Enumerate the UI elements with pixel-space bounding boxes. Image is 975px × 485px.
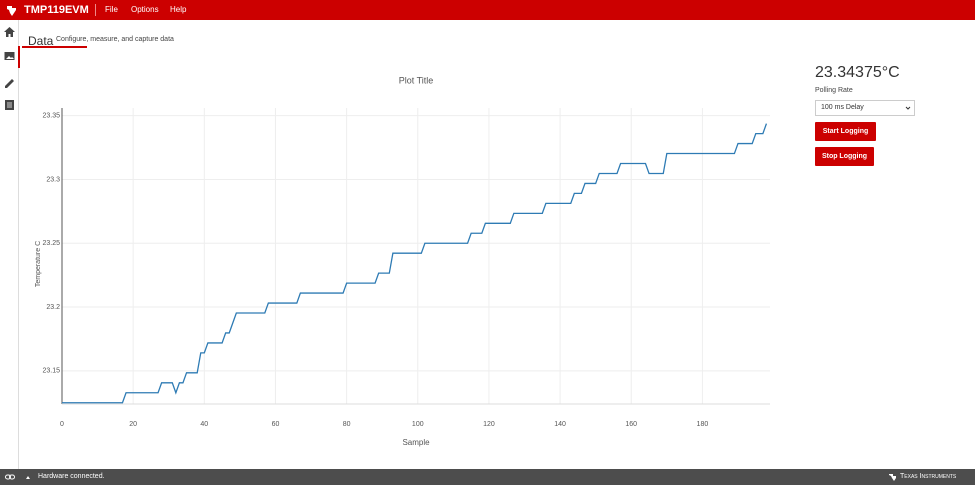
y-tick-label: 23.2 <box>46 304 60 311</box>
menu-item[interactable]: Options <box>131 5 159 14</box>
sidebar-border <box>18 20 19 469</box>
chevron <box>905 106 911 110</box>
y-tick-label: 23.25 <box>42 240 60 247</box>
menu-item[interactable]: Help <box>170 5 187 14</box>
x-tick-label: 0 <box>60 421 64 428</box>
y-tick-label: 23.15 <box>42 368 60 375</box>
x-tick-label: 120 <box>483 421 495 428</box>
x-axis-label: Sample <box>402 438 430 447</box>
y-axis-label: Temperature C <box>35 241 42 287</box>
app-title: TMP119EVM <box>24 4 89 16</box>
polling-label: Polling Rate <box>815 87 853 94</box>
temperature-reading: 23.34375°C <box>815 64 900 81</box>
x-tick-label: 180 <box>697 421 709 428</box>
x-tick-label: 160 <box>625 421 637 428</box>
divider <box>95 4 96 16</box>
brand: Texas Instruments <box>900 473 957 480</box>
status-bar: Hardware connected. Texas Instruments <box>0 469 975 485</box>
menu-item[interactable]: File <box>105 5 118 14</box>
logo <box>7 6 16 16</box>
chart-title: Plot Title <box>399 75 434 85</box>
x-tick-label: 60 <box>272 421 280 428</box>
x-tick-label: 20 <box>129 421 137 428</box>
data-line <box>62 123 768 404</box>
y-tick-label: 23.35 <box>42 112 60 119</box>
x-tick-label: 140 <box>554 421 566 428</box>
ti-logo <box>889 474 896 481</box>
status-message: Hardware connected. <box>38 473 105 480</box>
polling-select[interactable]: 100 ms Delay <box>815 100 915 116</box>
x-tick-label: 80 <box>343 421 351 428</box>
y-tick-label: 23.3 <box>46 176 60 183</box>
x-tick-label: 100 <box>412 421 424 428</box>
x-tick-label: 40 <box>200 421 208 428</box>
page-heading: Data <box>28 34 54 48</box>
status-icons <box>5 474 30 480</box>
page-subheading: Configure, measure, and capture data <box>56 36 174 43</box>
stop-button[interactable]: Stop Logging <box>815 147 874 166</box>
chart: Plot Title Sample Temperature C 23.15 23.2 23… <box>35 75 770 447</box>
heading-underline <box>22 46 87 48</box>
start-button[interactable]: Start Logging <box>815 122 876 141</box>
active-indicator <box>18 46 20 68</box>
top-bar: TMP119EVM File Options Help <box>0 0 975 20</box>
sidebar-icons[interactable] <box>3 26 16 116</box>
select-value: 100 ms Delay <box>821 104 864 111</box>
